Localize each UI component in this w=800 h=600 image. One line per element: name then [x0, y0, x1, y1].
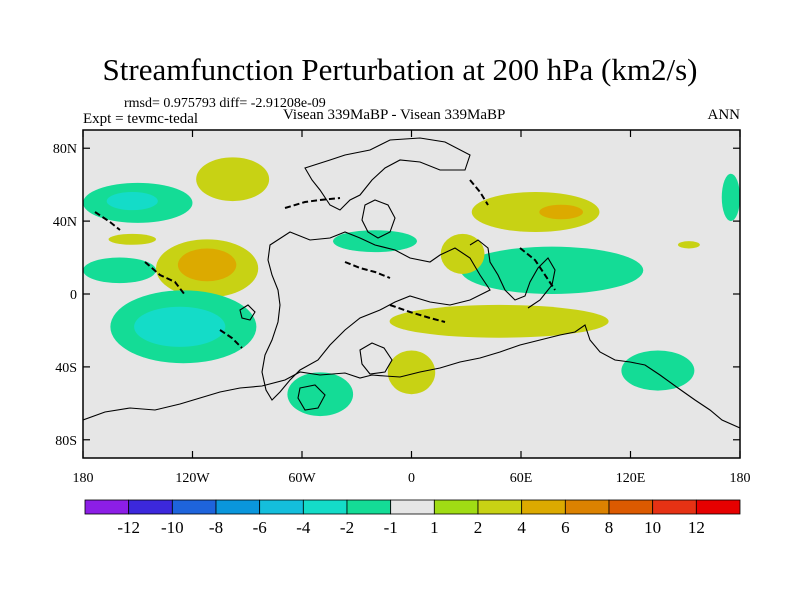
dashed-boundary-west-low	[219, 329, 243, 349]
y-tick-label-3: 40S	[55, 361, 77, 376]
field-contour-15	[389, 304, 609, 338]
x-tick-label-1: 120W	[175, 471, 210, 486]
colorbar-label-7: 1	[430, 518, 439, 537]
dashed-boundary-mid	[344, 261, 391, 279]
field-contour-12	[460, 246, 644, 294]
y-tick-label-0: 80N	[53, 142, 77, 157]
coastline-east-block	[361, 199, 396, 239]
field-contour-14	[387, 350, 436, 395]
dashed-boundary-ne	[469, 179, 489, 206]
field-contour-17	[721, 173, 740, 222]
colorbar-swatch-2	[171, 499, 217, 515]
coastline-south-islands	[359, 342, 393, 375]
field-contour-9	[333, 230, 417, 253]
x-tick-label-3: 0	[408, 471, 415, 486]
colorbar-label-6: -1	[384, 518, 398, 537]
contour-field	[83, 157, 740, 417]
field-contour-11	[539, 204, 584, 220]
dashed-boundary-north	[284, 197, 341, 209]
colorbar-swatch-8	[433, 499, 479, 515]
colorbar-label-13: 12	[688, 518, 705, 537]
coastline-southern-continent	[83, 324, 740, 429]
right-subtitle: ANN	[707, 107, 741, 123]
dashed-boundary-northwest	[94, 211, 121, 231]
center-subtitle: Visean 339MaBP - Visean 339MaBP	[283, 107, 506, 123]
coastlines	[83, 137, 740, 429]
colorbar-label-3: -6	[253, 518, 267, 537]
coastline-south-inlet	[297, 384, 326, 411]
colorbar-label-0: -12	[117, 518, 140, 537]
colorbar-swatch-12	[608, 499, 654, 515]
colorbar-swatch-1	[128, 499, 173, 515]
colorbar-swatch-0	[84, 499, 130, 515]
field-contour-19	[677, 241, 700, 249]
field-contour-8	[134, 306, 226, 347]
field-contour-10	[471, 191, 600, 233]
colorbar-label-1: -10	[161, 518, 184, 537]
colorbar-label-9: 4	[517, 518, 526, 537]
y-tick-label-2: 0	[70, 288, 77, 303]
x-tick-label-4: 60E	[510, 471, 533, 486]
colorbar-label-5: -2	[340, 518, 354, 537]
coastline-north-landmass	[304, 137, 471, 211]
chart-title: Streamfunction Perturbation at 200 hPa (…	[102, 52, 698, 87]
field-contour-6	[83, 257, 156, 284]
dashed-boundary-central	[389, 304, 446, 323]
field-contour-1	[106, 191, 158, 211]
colorbar-swatch-7	[390, 499, 435, 515]
colorbar-swatch-14	[695, 499, 741, 515]
colorbar-label-8: 2	[474, 518, 483, 537]
colorbar-label-12: 10	[644, 518, 661, 537]
colorbar-label-10: 6	[561, 518, 570, 537]
y-tick-label-1: 40N	[53, 215, 77, 230]
x-tick-label-5: 120E	[616, 471, 646, 486]
stats-line: rmsd= 0.975793 diff= -2.91208e-09	[124, 96, 326, 111]
colorbar: -12 -10 -8 -6 -4 -2 -1 1 2 4 6 8 10 12	[84, 499, 741, 537]
y-tick-label-4: 80S	[55, 434, 77, 449]
x-tick-label-6: 180	[730, 471, 751, 486]
field-contour-5	[177, 248, 237, 282]
left-subtitle: Expt = tevmc-tedal	[83, 111, 199, 127]
dashed-boundary-west	[144, 261, 186, 296]
coastline-island-arc-east	[469, 239, 556, 309]
dashed-boundary-east	[519, 247, 556, 291]
x-tick-label-2: 60W	[288, 471, 316, 486]
coastline-small-island-west	[239, 304, 256, 321]
colorbar-swatch-10	[521, 499, 566, 515]
coastline-central-continent	[261, 231, 491, 401]
colorbar-label-11: 8	[605, 518, 614, 537]
colorbar-swatch-9	[477, 499, 523, 515]
field-contour-2	[196, 157, 270, 202]
colorbar-swatch-13	[652, 499, 697, 515]
colorbar-swatch-3	[215, 499, 261, 515]
colorbar-swatch-4	[259, 499, 304, 515]
field-contour-16	[621, 350, 695, 391]
colorbar-label-2: -8	[209, 518, 223, 537]
axis-ticks: 180 120W 60W 0 60E 120E 180 80N 40N 0 40S 80S	[53, 130, 751, 486]
x-tick-label-0: 180	[73, 471, 94, 486]
colorbar-swatch-11	[564, 499, 610, 515]
colorbar-label-4: -4	[296, 518, 311, 537]
colorbar-swatch-5	[302, 499, 348, 515]
field-contour-18	[287, 372, 354, 417]
colorbar-swatch-6	[346, 499, 392, 515]
dashed-boundaries	[94, 179, 556, 349]
field-contour-3	[108, 233, 156, 245]
